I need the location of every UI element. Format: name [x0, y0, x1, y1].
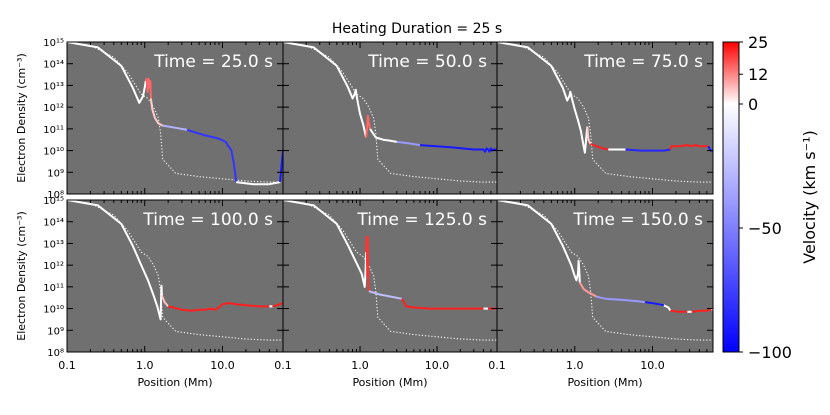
- density-segment: [283, 42, 368, 138]
- panel-background: [67, 42, 283, 194]
- y-tick-label: 10¹¹: [43, 283, 64, 294]
- x-tick-label: 10.0: [425, 359, 450, 372]
- density-segment: [144, 77, 152, 99]
- y-tick-label: 10¹²: [43, 261, 64, 272]
- y-tick-label: 10¹⁴: [43, 60, 64, 71]
- y-tick-label: 10¹⁴: [43, 218, 64, 229]
- y-axis-label: Electron Density (cm⁻³): [15, 211, 28, 341]
- density-segment: [167, 302, 270, 312]
- density-segment: [663, 304, 672, 312]
- x-tick-label: 10.0: [640, 359, 665, 372]
- density-segment: [236, 181, 281, 186]
- x-tick-label: 0.1: [274, 359, 292, 372]
- y-tick-label: 10¹⁰: [43, 305, 64, 316]
- density-segment: [401, 298, 484, 310]
- density-segment: [590, 143, 609, 151]
- x-tick-label: 1.0: [351, 359, 369, 372]
- density-segment: [162, 124, 188, 131]
- density-segment: [586, 126, 592, 145]
- colorbar-label: Velocity (km s⁻¹): [800, 130, 819, 263]
- panel-background: [497, 200, 713, 352]
- y-tick-label: 10¹³: [43, 81, 64, 92]
- y-tick-label: 10⁸: [47, 348, 64, 359]
- y-tick-label: 10⁹: [47, 326, 64, 337]
- panel-time-label: Time = 50.0 s: [367, 52, 487, 72]
- y-tick-label: 10¹⁵: [43, 196, 64, 207]
- density-segment: [160, 295, 169, 308]
- density-segment: [67, 200, 163, 321]
- density-segment: [67, 42, 147, 104]
- density-segment: [625, 148, 671, 152]
- panel-time-label: Time = 150.0 s: [572, 210, 703, 230]
- density-segment: [669, 144, 709, 150]
- x-axis-label: Position (Mm): [352, 376, 427, 389]
- colorbar-tick-label: −50: [748, 219, 782, 238]
- colorbar-tick-label: 0: [748, 95, 758, 114]
- panel-time-label: Time = 100.0 s: [142, 210, 273, 230]
- density-segment: [149, 98, 164, 127]
- density-segment: [644, 301, 665, 307]
- panel-background: [283, 200, 497, 352]
- density-segment: [596, 295, 646, 304]
- panel-4: Time = 100.0 s: [67, 200, 283, 352]
- density-segment: [578, 281, 597, 298]
- panel-frame: [496, 199, 714, 353]
- density-segment: [497, 42, 589, 154]
- x-axis-label: Position (Mm): [137, 376, 212, 389]
- colorbar: 25 12 0 −50 −100 Velocity (km s⁻¹): [722, 33, 819, 362]
- panel-time-label: Time = 75.0 s: [583, 52, 703, 72]
- colorbar-tick-label: 25: [748, 33, 768, 52]
- x-tick-label: 10.0: [210, 359, 235, 372]
- colorbar-tick-label: −100: [748, 343, 792, 362]
- density-segment: [283, 200, 368, 288]
- x-tick-label: 1.0: [566, 359, 584, 372]
- figure-title: Heating Duration = 25 s: [332, 21, 502, 37]
- x-tick-label: 1.0: [136, 359, 154, 372]
- density-segment: [368, 290, 403, 300]
- panel-background: [497, 42, 713, 194]
- x-tick-label: 0.1: [488, 359, 506, 372]
- colorbar-gradient: [722, 41, 740, 353]
- y-axis-label: Electron Density (cm⁻³): [15, 53, 28, 183]
- y-tick-label: 10⁹: [47, 168, 64, 179]
- panel-frame: [496, 41, 714, 195]
- y-tick-label: 10¹⁰: [43, 147, 64, 158]
- colorbar-tick-label: 12: [748, 65, 768, 84]
- density-segment: [186, 128, 238, 183]
- panel-1: Time = 25.0 s: [67, 42, 283, 194]
- density-segment: [365, 114, 372, 138]
- x-axis-label: Position (Mm): [567, 376, 642, 389]
- density-segment: [691, 308, 712, 313]
- density-segment: [670, 309, 688, 313]
- panel-5: Time = 125.0 s: [283, 200, 497, 352]
- y-tick-label: 10¹⁵: [43, 38, 64, 49]
- panel-6: Time = 150.0 s: [497, 200, 713, 352]
- panel-background: [67, 200, 283, 352]
- panel-3: Time = 75.0 s: [497, 42, 713, 194]
- y-tick-label: 10¹²: [43, 103, 64, 114]
- y-tick-label: 10¹³: [43, 239, 64, 250]
- panel-time-label: Time = 125.0 s: [356, 210, 487, 230]
- panel-time-label: Time = 25.0 s: [153, 52, 273, 72]
- density-segment: [272, 302, 283, 308]
- density-segment: [497, 200, 581, 283]
- y-tick-label: 10¹¹: [43, 125, 64, 136]
- density-segment: [365, 235, 370, 292]
- density-segment: [396, 140, 421, 147]
- density-segment: [369, 128, 397, 143]
- y-tick-label: 10⁸: [47, 190, 64, 201]
- x-tick-label: 0.1: [58, 359, 76, 372]
- panel-background: [283, 42, 497, 194]
- panel-2: Time = 50.0 s: [283, 42, 497, 194]
